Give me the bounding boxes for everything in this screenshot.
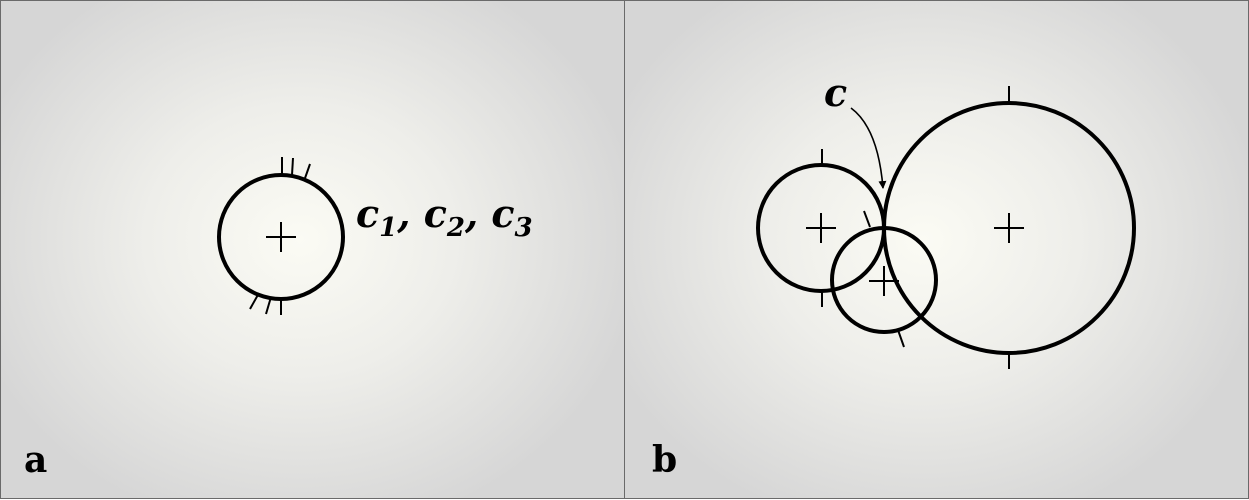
tick-marks-top-a (281, 157, 311, 182)
center-cross-left (806, 213, 836, 243)
circle-bottom (830, 226, 938, 334)
coincident-circles (217, 157, 345, 315)
center-cross-bottom (869, 266, 899, 296)
center-cross-right (994, 213, 1024, 243)
panel-label-a: a (24, 439, 48, 481)
tick-marks-bottom-a (249, 292, 282, 315)
center-cross-a (266, 222, 296, 252)
panel-b (624, 0, 1249, 499)
circle-labels: c1, c2, c3 (356, 191, 533, 243)
tick-marks-b (821, 86, 1010, 369)
panel-label-b: b (652, 439, 678, 481)
panel-a (0, 0, 625, 499)
tangent-circles (756, 86, 1136, 369)
tangent-point-label: c (824, 70, 847, 115)
tangent-point-arrow (850, 107, 887, 189)
